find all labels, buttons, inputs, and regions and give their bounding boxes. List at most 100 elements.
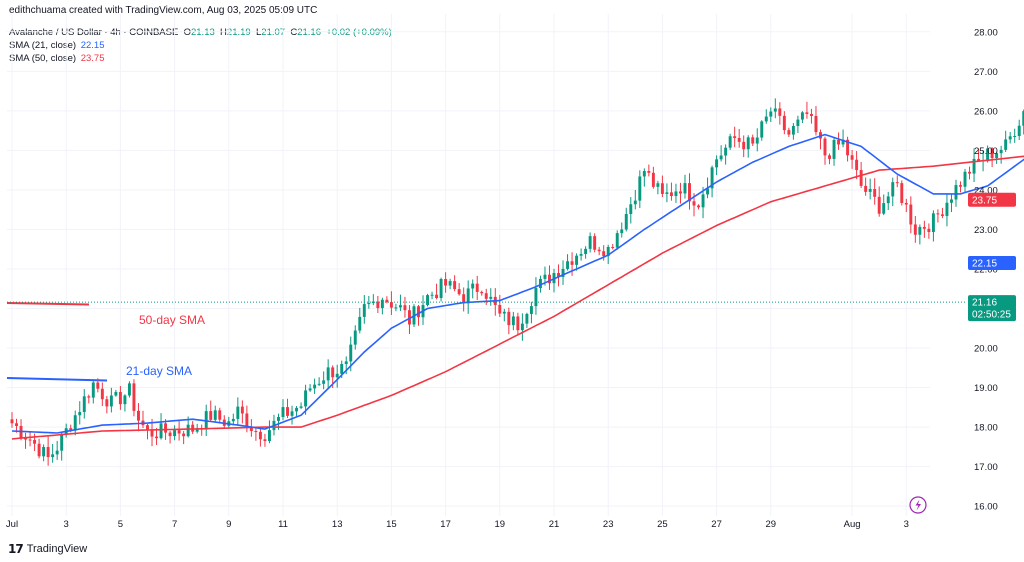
tradingview-brand[interactable]: 17 TradingView — [8, 542, 87, 556]
candle-body — [28, 439, 32, 441]
x-tick-label: 27 — [711, 519, 722, 530]
sma21-legend-label: SMA (21, close) — [9, 40, 77, 51]
ohlc-open: 21.13 — [190, 27, 215, 38]
ohlc-change: +0.02 (+0.09%) — [326, 27, 392, 38]
candle-body — [186, 424, 190, 437]
ohlc-h-label: H — [220, 27, 227, 38]
candle-body — [782, 115, 786, 131]
candle-body — [977, 158, 981, 161]
x-tick-label: 15 — [386, 519, 397, 530]
candle-body — [620, 229, 624, 234]
candle-body — [656, 183, 660, 187]
x-tick-label: Aug — [844, 519, 861, 530]
price-chart[interactable]: 50-day SMA 21-day SMA 16.00 17.00 18.00 19.… — [0, 0, 1024, 540]
candle-body — [173, 430, 177, 437]
x-tick-label: 9 — [226, 519, 231, 530]
candle-body — [82, 396, 86, 413]
candle-body — [245, 413, 249, 428]
candle-body — [123, 395, 127, 405]
candle-body — [168, 432, 172, 437]
candle-body — [1008, 136, 1012, 140]
x-tick-label: 5 — [118, 519, 123, 530]
candle-body — [873, 189, 877, 197]
candle-body — [1022, 111, 1024, 126]
candle-body — [114, 392, 118, 396]
candle-body — [10, 419, 14, 424]
candle-body — [642, 170, 646, 177]
candle-body — [15, 423, 18, 426]
candle-body — [678, 191, 682, 194]
candle-body — [525, 313, 529, 324]
candle-body — [904, 202, 908, 205]
candle-body — [986, 148, 990, 161]
candle-body — [791, 126, 795, 135]
candle-body — [331, 367, 335, 378]
candle-body — [557, 273, 560, 277]
candle-body — [55, 450, 59, 455]
candle-body — [629, 204, 633, 215]
candle-body — [24, 437, 28, 440]
ohlc-l-label: L — [255, 27, 262, 38]
credit-line: edithchuama created with TradingView.com… — [9, 5, 318, 16]
candle-body — [543, 274, 547, 279]
candle-body — [398, 305, 402, 308]
candle-body — [240, 406, 244, 414]
sma21-annotation-label: 21-day SMA — [126, 364, 192, 378]
candle-body — [918, 226, 922, 235]
candle-body — [349, 344, 353, 362]
legend-sma50-row[interactable]: SMA (50, close) 23.75 — [9, 52, 392, 65]
candle-body — [417, 306, 420, 318]
symbol-label[interactable]: Avalanche / US Dollar · 4h · COINBASE — [9, 27, 179, 38]
candles — [10, 98, 1024, 466]
candle-body — [439, 279, 443, 298]
candle-body — [218, 410, 222, 420]
candle-body — [949, 199, 953, 203]
lightning-icon[interactable] — [909, 496, 927, 514]
candle-body — [769, 111, 773, 117]
candle-body — [990, 148, 994, 159]
sma50-annotation-line — [6, 302, 90, 306]
sma50-annotation-label: 50-day SMA — [139, 313, 205, 327]
candle-body — [511, 316, 515, 326]
candle-body — [715, 159, 719, 168]
candle-body — [281, 407, 285, 418]
candle-body — [1017, 125, 1021, 137]
candle-body — [665, 192, 669, 194]
candle-body — [534, 288, 538, 307]
candle-body — [502, 311, 506, 314]
candle-body — [561, 268, 565, 277]
candle-body — [267, 430, 271, 442]
candle-body — [146, 425, 149, 430]
candle-body — [344, 361, 348, 365]
candle-body — [548, 274, 551, 284]
candle-body — [841, 139, 845, 145]
ohlc-o-label: O — [183, 27, 191, 38]
candle-body — [105, 399, 109, 407]
candle-body — [692, 201, 696, 206]
candle-body — [489, 296, 493, 299]
candle-body — [751, 137, 755, 144]
candle-body — [326, 367, 330, 381]
candle-body — [814, 115, 818, 133]
candle-body — [462, 294, 466, 304]
candle-body — [660, 183, 664, 194]
x-tick-label: 17 — [440, 519, 451, 530]
candle-body — [132, 383, 136, 411]
time-axis[interactable]: Jul 3 5 7 9 11 13 15 17 19 21 23 25 27 29 Aug 3 — [6, 519, 909, 530]
candle-body — [647, 170, 651, 173]
candle-body — [837, 139, 841, 145]
legend-sma21-row[interactable]: SMA (21, close) 22.15 — [9, 39, 392, 52]
candle-body — [593, 236, 597, 250]
candle-body — [389, 302, 393, 308]
candle-body — [832, 139, 836, 159]
candle-body — [430, 294, 434, 296]
candle-body — [638, 176, 642, 201]
candle-body — [669, 192, 673, 197]
ohlc-low: 21.07 — [261, 27, 286, 38]
candle-body — [900, 183, 904, 203]
candle-body — [895, 182, 899, 184]
candle-body — [426, 295, 430, 306]
candle-body — [850, 155, 854, 160]
candle-body — [972, 158, 976, 174]
candle-body — [724, 147, 728, 156]
